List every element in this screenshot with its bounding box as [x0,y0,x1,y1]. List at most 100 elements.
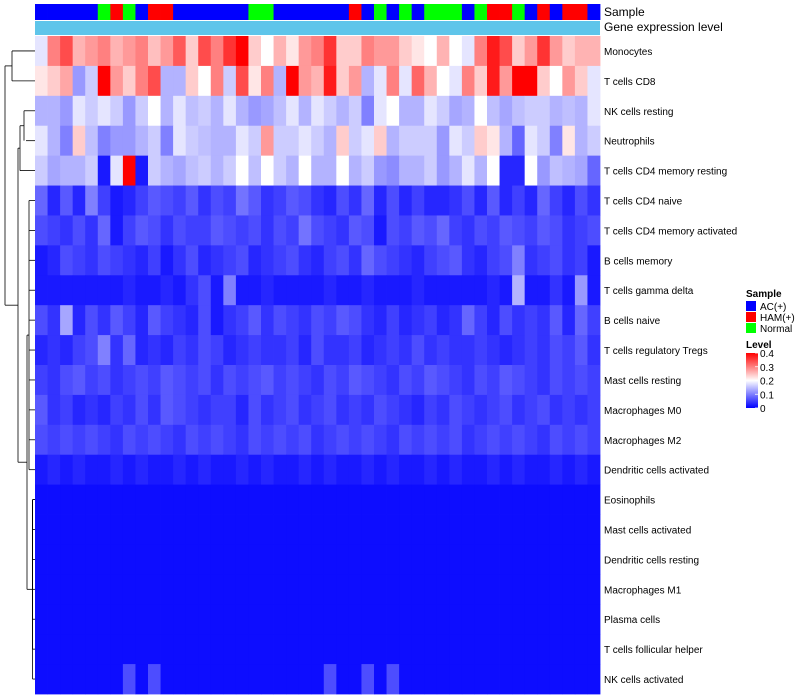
heatmap-cell [35,604,48,635]
heatmap-cell [261,365,274,396]
heatmap-cell [449,185,463,216]
heatmap-cell [512,454,526,486]
legend-swatch [746,301,756,311]
sample-cell [97,4,111,20]
heatmap-cell [210,335,224,366]
heatmap-cell [198,365,212,396]
heatmap-cell [374,275,387,306]
heatmap-cell [361,604,375,635]
heatmap-cell [60,155,74,186]
heatmap-cell [336,544,350,575]
heatmap-cell [399,245,413,276]
heatmap-cell [549,185,563,216]
heatmap-cell [449,604,463,635]
heatmap-cell [160,275,174,306]
heatmap-cell [399,424,413,456]
heatmap-cell [35,125,48,157]
heatmap-cell [210,394,224,426]
sample-cell [562,4,576,20]
heatmap-cell [235,95,249,127]
heatmap-cell [348,604,362,635]
heatmap-cell [273,245,287,276]
heatmap-cell [399,514,413,545]
heatmap-cell [399,305,413,336]
heatmap-cell [323,215,337,246]
heatmap-cell [185,215,199,246]
heatmap-cell [524,544,538,575]
heatmap-cell [122,305,136,336]
heatmap-cell [210,275,224,306]
heatmap-cell [60,245,74,276]
sample-cell [587,4,601,20]
heatmap-cell [487,65,500,97]
heatmap-cell [185,424,199,456]
heatmap-cell [261,335,274,366]
heatmap-cell [122,335,136,366]
heatmap-cell [60,185,74,216]
heatmap-cell [261,574,274,605]
heatmap-cell [348,634,362,665]
heatmap-cell [386,305,400,336]
heatmap-cell [122,634,136,665]
heatmap-cell [273,275,287,306]
heatmap-cell [374,245,387,276]
heatmap-cell [537,245,551,276]
heatmap-cell [235,365,249,396]
heatmap-cell [449,155,463,186]
heatmap-cell [487,424,500,456]
heatmap-cell [436,335,450,366]
heatmap-cell [512,185,526,216]
heatmap-cell [185,365,199,396]
heatmap-cell [210,514,224,545]
heatmap-cell [110,335,124,366]
heatmap-cell [261,604,274,635]
heatmap-cell [336,664,350,695]
heatmap-cell [336,305,350,336]
heatmap-cell [148,365,161,396]
heatmap-cell [386,424,400,456]
heatmap-cell [148,125,161,157]
heatmap-cell [286,185,300,216]
heatmap-cell [261,95,274,127]
heatmap-cell [173,424,187,456]
heatmap-cell [47,245,61,276]
heatmap-cell [524,305,538,336]
heatmap-cell [60,65,74,97]
sample-cell [474,4,488,20]
heatmap-cell [348,155,362,186]
row-label: Monocytes [604,47,652,58]
heatmap-cell [122,36,136,67]
heatmap-cell [35,484,48,515]
heatmap-cell [85,125,99,157]
heatmap-cell [85,394,99,426]
heatmap-cell [487,604,500,635]
heatmap-cell [461,215,475,246]
heatmap-cell [160,36,174,67]
heatmap-cell [60,36,74,67]
heatmap-cell [248,245,262,276]
heatmap-cell [524,365,538,396]
sample-cell [261,4,274,20]
heatmap-cell [248,125,262,157]
heatmap-cell [537,484,551,515]
heatmap-cell [562,215,576,246]
heatmap-cell [47,484,61,515]
heatmap-cell [273,424,287,456]
heatmap-cell [323,514,337,545]
sample-cell [424,4,438,20]
heatmap-cell [60,454,74,486]
row-labels: Monocytes T cells CD8 NK cells resting Neut… [604,47,737,686]
heatmap-cell [35,365,48,396]
heatmap-cell [185,574,199,605]
heatmap-cell [72,185,86,216]
heatmap-cell [537,514,551,545]
heatmap-cell [474,275,488,306]
heatmap-cell [223,305,237,336]
heatmap-cell [449,365,463,396]
heatmap-cell [562,65,576,97]
heatmap-cell [336,95,350,127]
heatmap-cell [348,574,362,605]
heatmap-cell [574,544,588,575]
heatmap-cell [210,305,224,336]
heatmap-cell [461,365,475,396]
